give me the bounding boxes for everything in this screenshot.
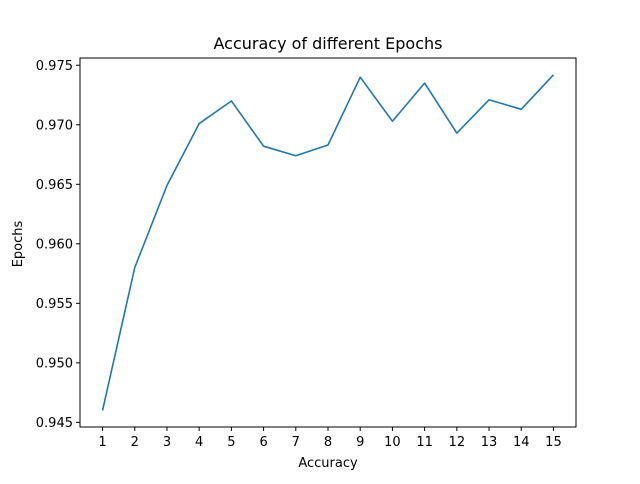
x-tick-label: 12 bbox=[449, 435, 466, 450]
x-tick-label: 10 bbox=[384, 435, 401, 450]
x-tick-label: 5 bbox=[227, 435, 235, 450]
x-tick-label: 3 bbox=[163, 435, 171, 450]
x-axis-label: Accuracy bbox=[298, 456, 358, 471]
x-tick-label: 6 bbox=[259, 435, 267, 450]
y-tick-label: 0.965 bbox=[36, 178, 73, 193]
y-tick-label: 0.955 bbox=[36, 297, 73, 312]
x-tick-label: 4 bbox=[195, 435, 203, 450]
y-tick-label: 0.975 bbox=[36, 59, 73, 74]
plot-area: 1 2 3 4 5 6 7 8 9 10 11 12 13 14 150.9450.9500.9550.96… bbox=[36, 57, 577, 450]
x-tick-label: 11 bbox=[416, 435, 433, 450]
x-tick-label: 15 bbox=[545, 435, 562, 450]
axes-frame bbox=[79, 57, 577, 428]
x-tick-label: 14 bbox=[513, 435, 530, 450]
y-tick-label: 0.970 bbox=[36, 118, 73, 133]
x-tick-label: 9 bbox=[356, 435, 364, 450]
chart-title: Accuracy of different Epochs bbox=[213, 34, 442, 53]
x-tick-label: 8 bbox=[324, 435, 332, 450]
y-axis-label: Epochs bbox=[11, 220, 26, 267]
y-tick-label: 0.950 bbox=[36, 356, 73, 371]
x-tick-label: 7 bbox=[292, 435, 300, 450]
x-tick-label: 13 bbox=[481, 435, 498, 450]
x-tick-label: 1 bbox=[98, 435, 106, 450]
y-tick-label: 0.960 bbox=[36, 237, 73, 252]
series-line bbox=[101, 74, 555, 411]
x-tick-label: 2 bbox=[131, 435, 139, 450]
y-tick-label: 0.945 bbox=[36, 416, 73, 431]
